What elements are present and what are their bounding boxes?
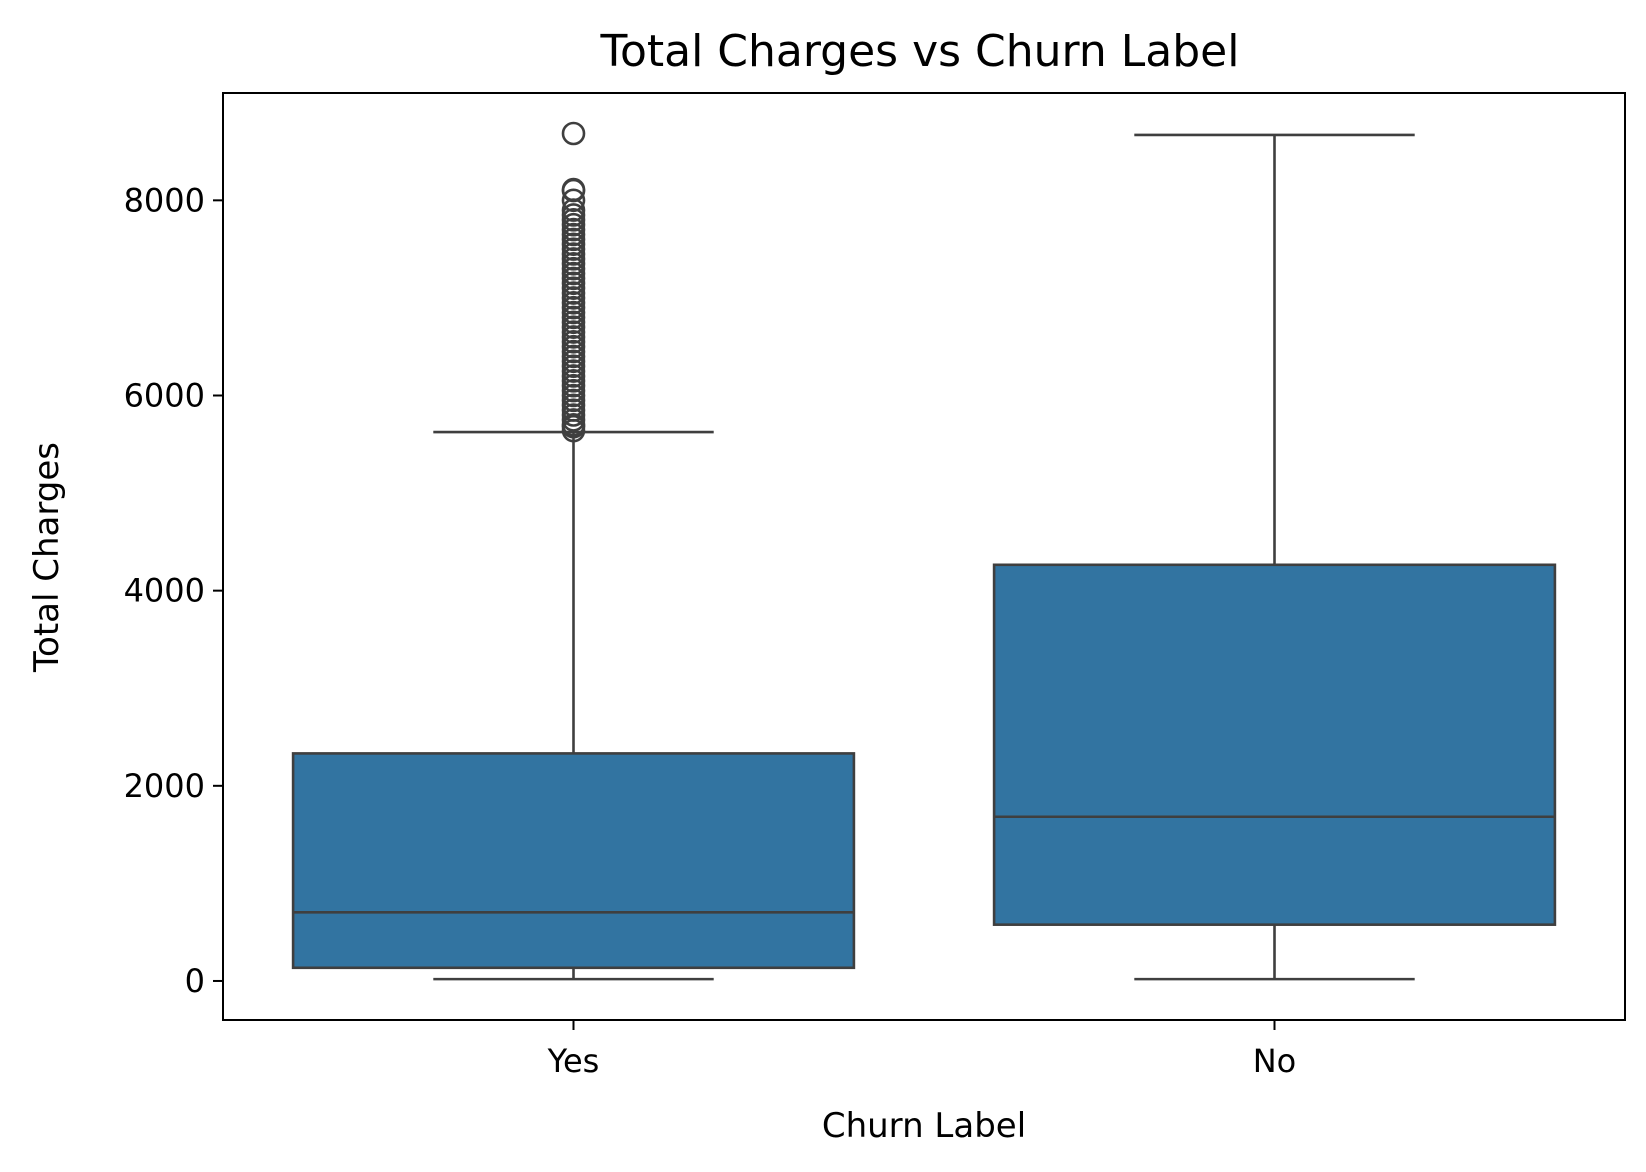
box-no bbox=[992, 133, 1557, 981]
x-axis-label: Churn Label bbox=[822, 1106, 1026, 1146]
x-tick-label: No bbox=[1253, 1042, 1297, 1080]
plot-area bbox=[291, 121, 1557, 981]
y-tick-label: 4000 bbox=[124, 572, 205, 610]
x-tick-label: Yes bbox=[547, 1042, 600, 1080]
box-yes bbox=[291, 121, 856, 981]
outlier-point bbox=[561, 188, 586, 213]
y-tick-label: 8000 bbox=[124, 181, 205, 219]
y-tick-label: 0 bbox=[185, 962, 205, 1000]
axes-frame bbox=[222, 92, 1626, 1021]
iqr-box bbox=[992, 563, 1557, 926]
y-tick-label: 2000 bbox=[124, 767, 205, 805]
x-axis: Yes No bbox=[547, 1020, 1297, 1080]
iqr-box bbox=[291, 752, 856, 970]
y-tick-label: 6000 bbox=[124, 376, 205, 414]
outlier-point bbox=[561, 177, 586, 202]
y-axis-label: Total Charges bbox=[27, 442, 67, 673]
y-axis: 0 2000 4000 6000 8000 bbox=[124, 181, 223, 1000]
outlier-point bbox=[561, 121, 586, 146]
chart-title: Total Charges vs Churn Label bbox=[600, 26, 1240, 77]
